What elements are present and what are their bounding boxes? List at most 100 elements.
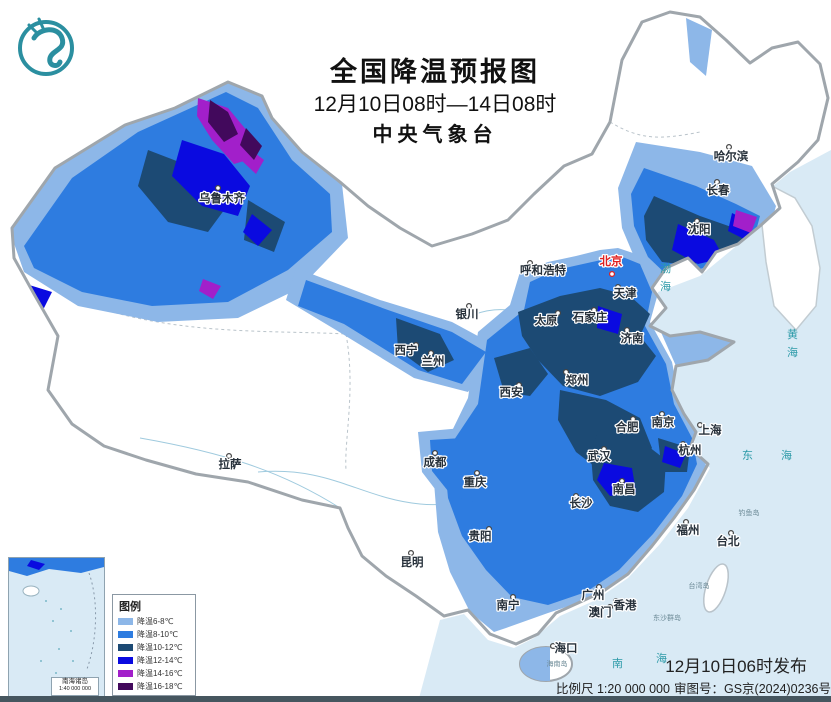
geo-label: 钓鱼岛: [739, 508, 760, 517]
legend-label: 降温14-16℃: [137, 669, 183, 678]
map-scale: 比例尺 1:20 000 000: [556, 682, 670, 696]
city-label: 重庆: [464, 475, 487, 489]
sea-labels: 渤海黄海东 海南海: [612, 262, 799, 670]
legend-label: 降温12-14℃: [137, 656, 183, 665]
cooling-region-16-18: [208, 100, 262, 160]
city-label: 银川: [456, 307, 479, 321]
map-agency: 中央气象台: [372, 124, 498, 146]
city-label: 海口: [555, 641, 578, 655]
city-dot: [408, 549, 415, 556]
national-border: [10, 10, 830, 646]
hainan-island: [519, 646, 573, 682]
city-label: 长春: [707, 183, 730, 197]
map-title: 全国降温预报图: [330, 57, 540, 87]
sea-label: 海: [787, 345, 799, 359]
city-label: 福州: [676, 523, 700, 537]
city-label: 合肥: [616, 420, 639, 434]
south-china-sea-inset: 南海诸岛 1:40 000 000: [8, 557, 105, 700]
sea-label: 南: [612, 657, 624, 670]
city-dot: [713, 179, 720, 186]
taiwan-island: [702, 563, 730, 613]
legend-swatch: [118, 618, 133, 625]
city-dot: [215, 185, 222, 192]
city-dot: [614, 284, 621, 291]
legend-item: 降温8-10℃: [118, 628, 195, 641]
cma-logo: [18, 17, 74, 76]
city-label: 南宁: [497, 598, 520, 612]
legend-swatch: [118, 631, 133, 638]
city-label: 西宁: [395, 343, 418, 357]
legend: 图例 降温6-8℃ 降温8-10℃ 降温10-12℃ 降温12-14℃ 降温14-16℃…: [112, 594, 196, 696]
city-dot: [432, 450, 439, 457]
legend-item: 降温16-18℃: [118, 680, 195, 693]
city-dot: [600, 446, 607, 453]
city-label: 昆明: [401, 555, 424, 569]
city-dot: [226, 453, 233, 460]
sea-label: 海: [781, 448, 793, 462]
city-dot: [554, 310, 561, 317]
legend-label: 降温16-18℃: [137, 682, 183, 691]
city-label: 台北: [717, 534, 740, 548]
geo-label: 海南岛: [547, 659, 568, 668]
legend-item: 降温6-8℃: [118, 615, 195, 628]
sea-label: 渤: [660, 262, 672, 275]
city-label: 乌鲁木齐: [199, 191, 245, 205]
city-label: 长沙: [570, 496, 593, 510]
city-label: 太原: [534, 313, 558, 327]
sea-label: 东: [742, 449, 754, 462]
city-label: 西安: [500, 385, 523, 399]
sea-label: 海: [660, 279, 672, 293]
city-label: 济南: [621, 331, 644, 345]
city-dot: [693, 218, 700, 225]
city-dot: [606, 603, 613, 610]
bottom-strip: [0, 696, 831, 702]
cooling-regions: [12, 18, 776, 632]
city-dot: [413, 342, 420, 349]
city-dot: [629, 416, 636, 423]
city-label: 南京: [652, 415, 675, 429]
city-dot: [696, 422, 703, 429]
city-dot: [612, 597, 619, 604]
inset-scale: 1:40 000 000: [58, 686, 92, 692]
city-label: 杭州: [679, 443, 702, 457]
legend-label: 降温8-10℃: [137, 630, 178, 639]
city-label: 北京: [600, 254, 623, 268]
inset-scale-box: 南海诸岛 1:40 000 000: [51, 677, 99, 696]
legend-title: 图例: [119, 601, 141, 613]
city-label: 上海: [699, 423, 722, 437]
city-label: 南昌: [613, 482, 636, 496]
legend-swatch: [118, 670, 133, 677]
city-dot: [510, 593, 517, 600]
city-label: 兰州: [422, 354, 445, 368]
city-dot: [474, 470, 481, 477]
sea-label: 黄: [787, 327, 799, 341]
city-dot: [562, 369, 569, 376]
city-dot: [590, 307, 597, 314]
map-period: 12月10日08时—14日08时: [313, 93, 557, 116]
publish-time: 12月10日06时发布: [665, 657, 807, 676]
city-dot: [428, 350, 435, 357]
city-dot: [549, 642, 556, 649]
sea-label: 海: [656, 651, 668, 665]
inset-islands: [40, 600, 74, 674]
legend-swatch: [118, 683, 133, 690]
inset-title: 南海诸岛: [62, 678, 88, 685]
city-label: 澳门: [589, 605, 612, 619]
city-label: 石家庄: [572, 310, 608, 324]
city-label: 哈尔滨: [714, 149, 749, 163]
city-dot: [486, 525, 493, 532]
city-label: 拉萨: [219, 457, 242, 471]
city-dot: [682, 518, 689, 525]
city-label: 香港: [613, 598, 637, 612]
city-label: 郑州: [566, 373, 589, 387]
legend-item: 降温14-16℃: [118, 667, 195, 680]
legend-swatch: [118, 657, 133, 664]
city-dot: [595, 583, 602, 590]
city-dot: [515, 382, 522, 389]
city-dot: [727, 529, 734, 536]
legend-swatch: [118, 644, 133, 651]
